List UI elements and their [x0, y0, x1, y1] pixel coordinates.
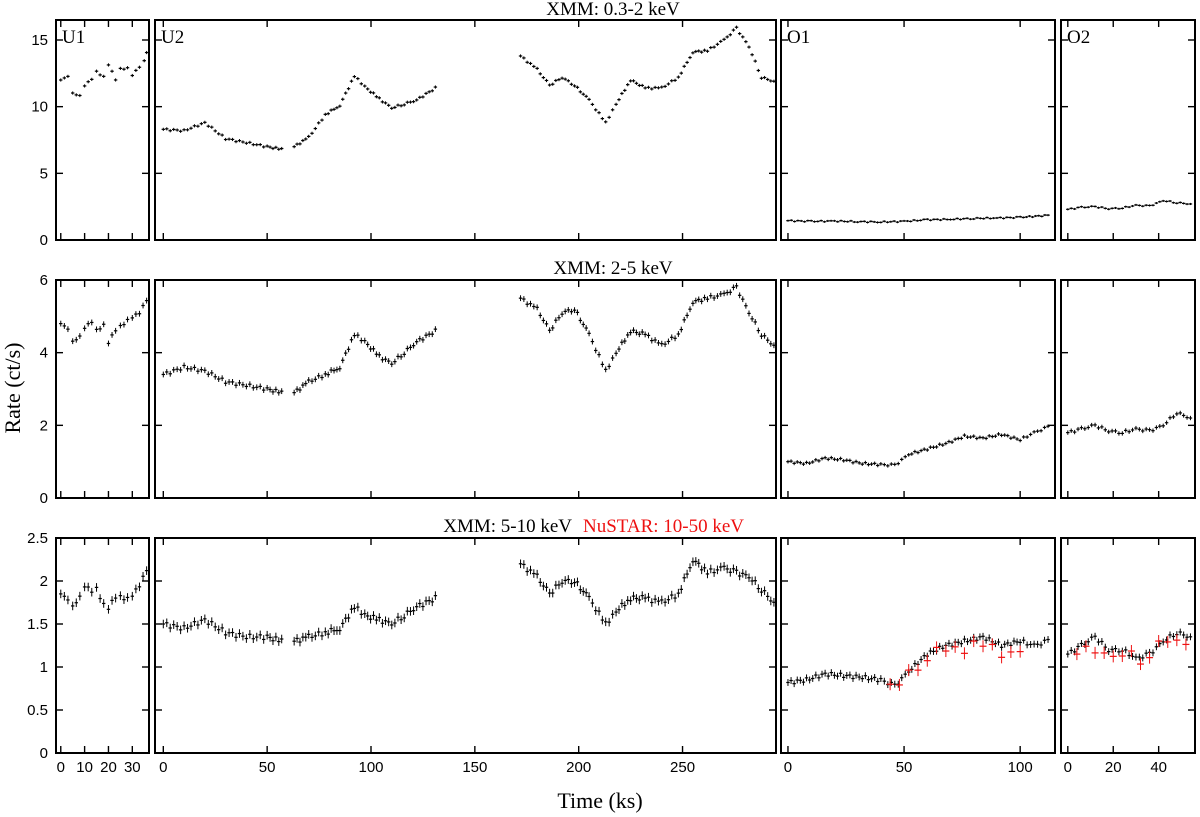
x-tick-label: 50 — [259, 759, 276, 776]
panel-o2-row0: O2 — [1060, 19, 1196, 241]
y-tick-label: 2.5 — [27, 530, 48, 547]
panel-frame — [1060, 537, 1196, 754]
series-xmm — [518, 25, 776, 124]
x-tick-label: 30 — [124, 759, 141, 776]
series-xmm — [786, 213, 1050, 224]
x-tick-label: 50 — [896, 759, 913, 776]
series-nustar — [1073, 634, 1190, 671]
series-xmm — [59, 566, 149, 614]
panel-o1-row1 — [780, 279, 1056, 499]
series-xmm — [161, 120, 284, 151]
panel-label: U1 — [62, 27, 85, 48]
y-axis-label: Rate (ct/s) — [0, 342, 25, 433]
panel-frame — [780, 279, 1056, 499]
series-xmm — [518, 282, 776, 373]
x-tick-label: 200 — [566, 759, 591, 776]
y-tick-label: 0 — [40, 232, 48, 249]
x-tick-label: 20 — [100, 759, 117, 776]
panel-label: O1 — [787, 27, 810, 48]
panel-frame — [154, 279, 777, 499]
y-tick-label: 5 — [40, 165, 48, 182]
series-xmm — [786, 632, 1050, 689]
x-tick-label: 0 — [1064, 759, 1072, 776]
series-xmm — [1066, 199, 1193, 211]
series-xmm — [59, 297, 149, 347]
panel-frame — [55, 537, 150, 754]
x-tick-label: 20 — [1105, 759, 1122, 776]
panel-u2-row1 — [154, 279, 777, 499]
panel-u1-row1: 0 2 4 6 — [40, 272, 150, 507]
x-tick-label: 0 — [159, 759, 167, 776]
row-title-hard-band-nustar: NuSTAR: 10-50 keV — [583, 516, 744, 537]
panel-o1-row0: O1 — [780, 19, 1056, 241]
panel-o1-row2: 0 50 100 — [780, 537, 1056, 776]
series-xmm — [1066, 628, 1193, 662]
y-tick-label: 2 — [40, 573, 48, 590]
series-xmm — [292, 591, 438, 647]
panel-o2-row2: 0 20 40 — [1060, 537, 1196, 776]
series-xmm — [786, 424, 1050, 468]
panel-frame — [55, 279, 150, 499]
panel-u1-row2: 0 0.5 1 1.5 2 2.5 0 10 20 30 — [27, 530, 150, 776]
y-tick-label: 10 — [31, 99, 48, 116]
x-tick-label: 40 — [1150, 759, 1167, 776]
series-xmm — [292, 75, 438, 149]
panel-frame — [780, 19, 1056, 241]
x-tick-label: 250 — [670, 759, 695, 776]
panel-label: O2 — [1067, 27, 1090, 48]
panel-frame — [780, 537, 1056, 754]
panel-frame — [154, 537, 777, 754]
y-tick-label: 4 — [40, 345, 48, 362]
y-tick-label: 0.5 — [27, 702, 48, 719]
series-xmm — [161, 614, 284, 646]
x-axis-label: Time (ks) — [557, 788, 642, 813]
x-tick-label: 10 — [76, 759, 93, 776]
panel-frame — [1060, 19, 1196, 241]
panel-frame — [1060, 279, 1196, 499]
y-tick-label: 0 — [40, 490, 48, 507]
y-tick-label: 2 — [40, 417, 48, 434]
series-xmm — [161, 362, 284, 396]
y-tick-label: 6 — [40, 272, 48, 289]
row-title-hard-band-xmm: XMM: 5-10 keV — [443, 516, 572, 537]
panel-u1-row0: 0 5 10 15 U1 — [31, 19, 150, 249]
x-tick-label: 0 — [784, 759, 792, 776]
series-xmm — [59, 50, 149, 98]
y-tick-label: 1.5 — [27, 616, 48, 633]
row-title-medium-band: XMM: 2-5 keV — [553, 258, 673, 279]
panel-label: U2 — [161, 27, 184, 48]
series-xmm — [292, 326, 438, 396]
x-tick-label: 0 — [57, 759, 65, 776]
row-title-soft-band: XMM: 0.3-2 keV — [546, 0, 680, 20]
panel-u2-row0: U2 — [154, 19, 777, 241]
panels-group: 0 5 10 15 U1 U2 O1 O2 0 2 4 6 0 0.5 1 1.5 2 2.5 0 10 20 30 0 50… — [27, 19, 1196, 776]
y-tick-label: 0 — [40, 745, 48, 762]
panel-frame — [154, 19, 777, 241]
y-tick-label: 15 — [31, 32, 48, 49]
panel-o2-row1 — [1060, 279, 1196, 499]
y-tick-label: 1 — [40, 659, 48, 676]
x-tick-label: 150 — [462, 759, 487, 776]
panel-u2-row2: 0 50 100 150 200 250 — [154, 537, 777, 776]
x-tick-label: 100 — [1008, 759, 1033, 776]
series-xmm — [1066, 410, 1193, 436]
series-xmm — [518, 557, 776, 627]
panel-frame — [55, 19, 150, 241]
series-nustar — [886, 635, 1024, 691]
x-tick-label: 100 — [358, 759, 383, 776]
